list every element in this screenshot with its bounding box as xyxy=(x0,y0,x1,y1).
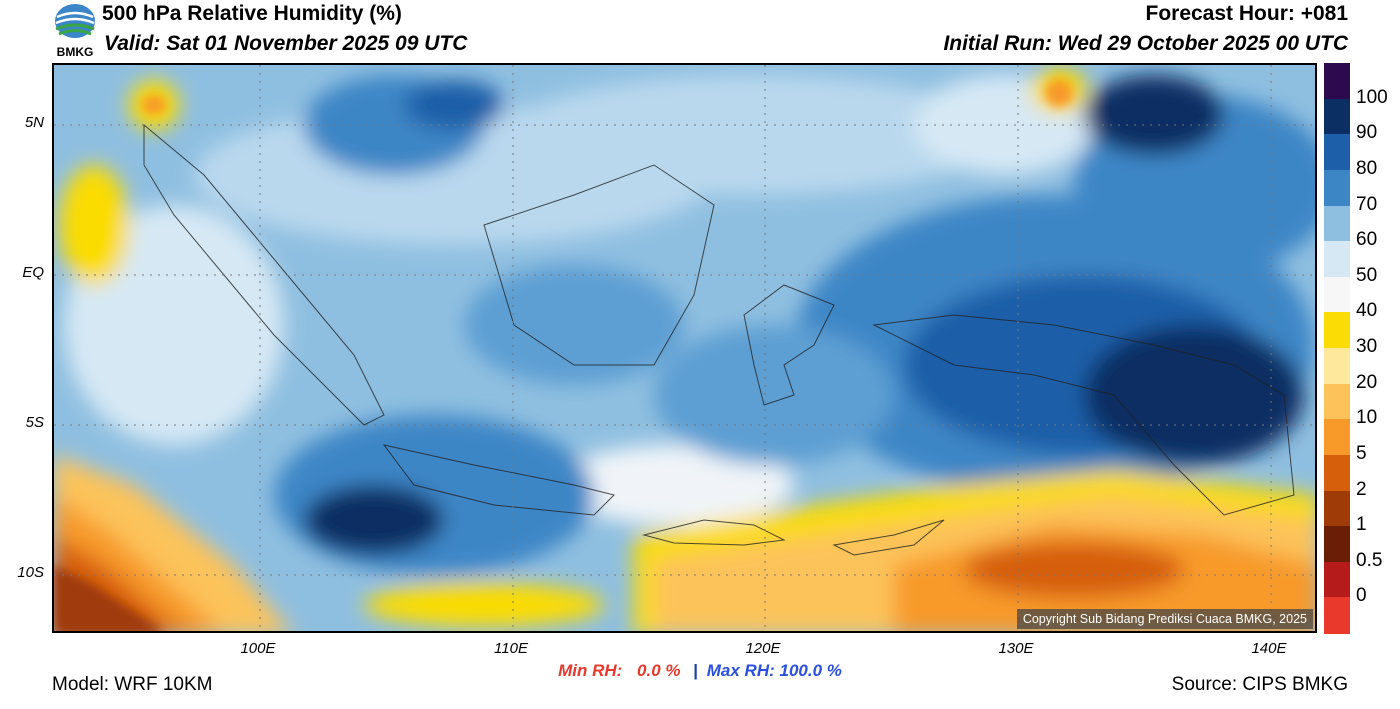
lat-label-eq: EQ xyxy=(22,264,44,281)
colorbar-segment xyxy=(1324,134,1350,171)
lon-label-130e: 130E xyxy=(998,640,1034,657)
lat-label-10s: 10S xyxy=(17,564,44,581)
colorbar-label: 80 xyxy=(1356,157,1378,179)
colorbar-segment xyxy=(1324,383,1350,420)
colorbar xyxy=(1324,63,1350,634)
colorbar-segment xyxy=(1324,98,1350,135)
max-rh-value: 100.0 % xyxy=(779,661,842,680)
colorbar-segment xyxy=(1324,205,1350,242)
max-rh-label: Max RH: xyxy=(706,661,775,680)
lat-label-5n: 5N xyxy=(24,114,44,131)
colorbar-label: 1 xyxy=(1356,514,1367,536)
colorbar-label: 5 xyxy=(1356,442,1367,464)
colorbar-label: 60 xyxy=(1356,229,1378,251)
separator: | xyxy=(693,661,699,680)
lon-label-120e: 120E xyxy=(745,640,781,657)
colorbar-label: 20 xyxy=(1356,371,1378,393)
colorbar-segment xyxy=(1324,276,1350,313)
lat-label-5s: 5S xyxy=(25,414,44,431)
colorbar-segment xyxy=(1324,454,1350,491)
colorbar-label: 30 xyxy=(1356,336,1378,357)
colorbar-segment xyxy=(1324,241,1350,278)
copyright-notice: Copyright Sub Bidang Prediksi Cuaca BMKG… xyxy=(1016,609,1313,629)
source-label: Source: CIPS BMKG xyxy=(1171,674,1348,695)
colorbar-segment xyxy=(1324,169,1350,206)
colorbar-label: 40 xyxy=(1356,300,1378,322)
colorbar-segment xyxy=(1324,490,1350,527)
colorbar-label: 70 xyxy=(1356,193,1378,215)
valid-time: Valid: Sat 01 November 2025 09 UTC xyxy=(104,32,468,55)
colorbar-segment xyxy=(1324,312,1350,349)
colorbar-segment xyxy=(1324,597,1350,634)
lon-label-140e: 140E xyxy=(1251,640,1287,657)
colorbar-label: 90 xyxy=(1356,122,1378,144)
lon-label-100e: 100E xyxy=(240,640,276,657)
chart-title: 500 hPa Relative Humidity (%) xyxy=(102,2,402,25)
colorbar-label: 0.5 xyxy=(1356,549,1383,571)
model-label: Model: WRF 10KM xyxy=(52,674,213,695)
min-max-summary: Min RH: 0.0 % | Max RH: 100.0 % xyxy=(0,661,1400,681)
forecast-hour: Forecast Hour: +081 xyxy=(1145,2,1349,25)
bmkg-logo: BMKG xyxy=(52,1,98,59)
colorbar-segment xyxy=(1324,561,1350,598)
colorbar-label: 100 xyxy=(1356,86,1388,108)
humidity-map: Copyright Sub Bidang Prediksi Cuaca BMKG… xyxy=(52,63,1317,633)
logo-text: BMKG xyxy=(56,45,94,59)
min-rh-label: Min RH: xyxy=(558,661,623,680)
min-rh-value: 0.0 % xyxy=(637,661,681,680)
colorbar-segment xyxy=(1324,63,1350,100)
colorbar-label: 50 xyxy=(1356,264,1378,286)
colorbar-segment xyxy=(1324,419,1350,456)
colorbar-segment xyxy=(1324,526,1350,563)
lon-label-110e: 110E xyxy=(494,640,528,657)
colorbar-label: 10 xyxy=(1356,407,1378,429)
colorbar-segment xyxy=(1324,348,1350,385)
initial-run: Initial Run: Wed 29 October 2025 00 UTC xyxy=(943,32,1348,55)
colorbar-label: 0 xyxy=(1356,585,1367,607)
colorbar-label: 2 xyxy=(1356,478,1367,500)
